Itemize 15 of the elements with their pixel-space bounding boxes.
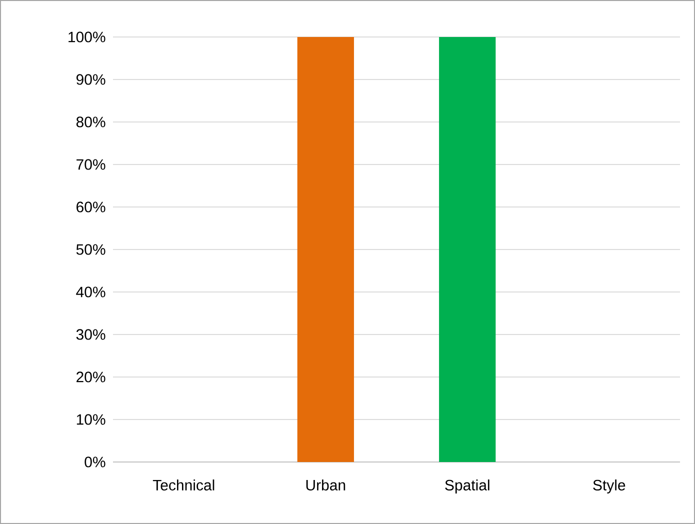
y-tick-label: 60%	[76, 202, 106, 212]
y-tick-label: 20%	[76, 372, 106, 382]
y-tick-label: 70%	[76, 159, 106, 170]
y-tick-label: 100%	[68, 32, 106, 42]
x-tick-label: Urban	[306, 479, 346, 490]
x-tick-label: Technical	[152, 479, 214, 490]
y-tick-label: 40%	[76, 286, 106, 298]
y-tick-label: 50%	[76, 244, 106, 255]
y-tick-label: 30%	[76, 329, 106, 340]
y-tick-label: 90%	[76, 74, 106, 85]
y-tick-label: 10%	[76, 414, 106, 425]
x-tick-label: Style	[593, 479, 626, 494]
y-tick-label: 0%	[84, 456, 106, 468]
x-tick-label: Spatial	[445, 479, 490, 494]
y-tick-label: 80%	[76, 116, 106, 128]
